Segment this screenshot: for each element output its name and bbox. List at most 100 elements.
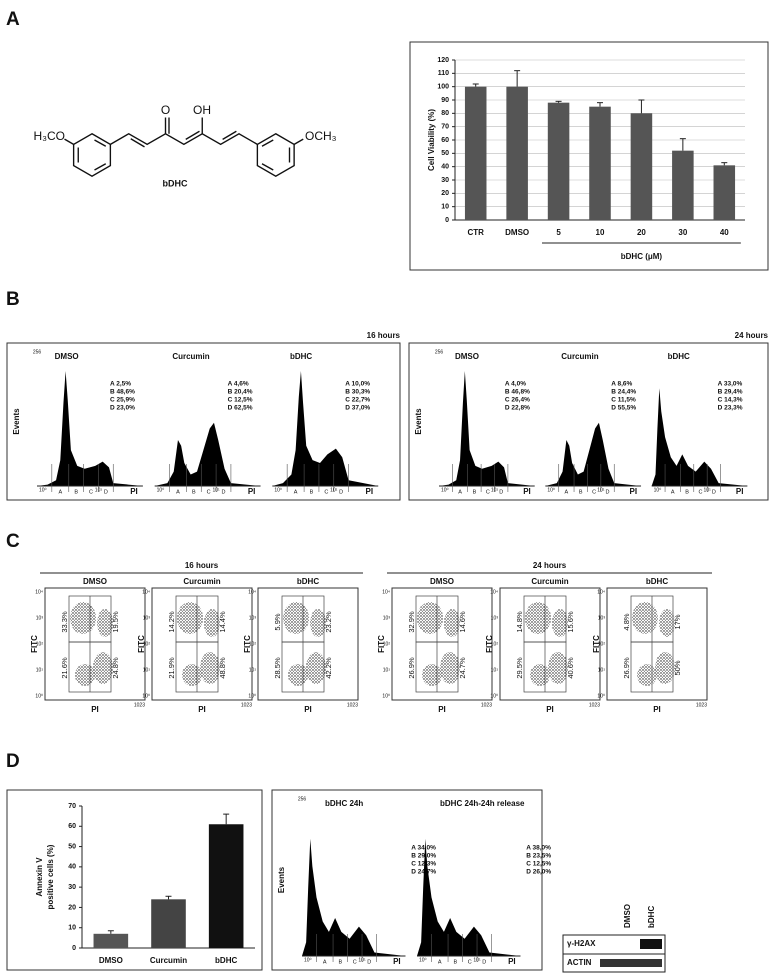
x-tick-label: Curcumin	[150, 956, 187, 965]
cell-cloud	[422, 664, 442, 686]
gate-label: D	[499, 489, 503, 495]
y-tick-label: 20	[68, 904, 76, 911]
gate-stat: C 12,3%	[411, 861, 436, 868]
sample-name: bDHC 24h-24h release	[440, 799, 525, 808]
y-tick-label: 10⁰	[35, 693, 43, 699]
gate-label: D	[482, 959, 486, 965]
gate-stat: A 4,6%	[228, 381, 249, 388]
quadrant-percent: 21.6%	[60, 657, 69, 679]
y-tick-label: 10²	[383, 641, 391, 647]
gate-label: B	[338, 959, 342, 965]
y-tick-label: 90	[441, 97, 449, 104]
quadrant-percent: 23.2%	[324, 611, 333, 633]
gate-stat: A 38,0%	[526, 845, 551, 852]
x-axis-label: PI	[653, 705, 661, 714]
x-tick-label: 10⁰	[39, 487, 47, 493]
y-axis-label: Cell Viability (%)	[427, 109, 436, 171]
error-bar	[514, 70, 521, 87]
cell-cloud	[548, 652, 568, 684]
x-axis-label: PI	[438, 705, 446, 714]
quadrant-percent: 32.9%	[407, 611, 416, 633]
bar	[93, 933, 129, 948]
y-tick-label: 30	[68, 884, 76, 891]
histogram-frame	[408, 342, 769, 501]
x-axis-label: PI	[366, 487, 374, 496]
bar	[151, 899, 186, 948]
x-axis-label: PI	[304, 705, 312, 714]
y-tick-label: 10⁴	[248, 589, 256, 595]
y-tick-label: 10⁰	[248, 693, 256, 699]
cell-cloud	[204, 609, 220, 637]
dot-plot-frame	[151, 587, 253, 701]
cell-cloud	[200, 652, 220, 684]
gate-label: C	[592, 489, 596, 495]
y-max-label: 256	[33, 349, 42, 355]
bar	[630, 113, 653, 220]
methoxy-left: H₃CO	[33, 129, 65, 143]
gate-stat: C 11,5%	[611, 397, 636, 404]
cell-cloud	[288, 664, 308, 686]
gate-label: A	[323, 959, 327, 965]
y-tick-label: 50	[68, 843, 76, 850]
x-tick-label: 10¹	[358, 957, 366, 963]
cell-cloud	[70, 602, 96, 634]
gate-label: B	[74, 489, 78, 495]
quadrant-percent: 26.9%	[622, 657, 631, 679]
y-axis-label: Events	[414, 408, 423, 435]
x-tick-label: 10¹	[330, 487, 338, 493]
x-axis-label: PI	[248, 487, 256, 496]
y-tick-label: 10²	[598, 641, 606, 647]
panel-label: A	[6, 9, 20, 30]
y-tick-label: 10²	[143, 641, 151, 647]
quadrant-percent: 15.6%	[566, 611, 575, 633]
quadrant-percent: 14.4%	[218, 611, 227, 633]
quadrant-percent: 14.6%	[458, 611, 467, 633]
gate-label: B	[473, 489, 477, 495]
y-axis-label: FITC	[243, 635, 252, 653]
gate-stat: B 24,4%	[611, 389, 636, 396]
x-tick-label: 10¹	[597, 487, 605, 493]
enol-hydroxyl: OH	[193, 103, 211, 117]
gate-stat: C 12,5%	[526, 861, 551, 868]
y-axis-label: Events	[277, 866, 286, 893]
cell-cloud	[440, 652, 460, 684]
gate-stat: B 20,4%	[228, 389, 253, 396]
gate-stat: D 26,0%	[526, 869, 551, 876]
y-tick-label: 10³	[491, 615, 499, 621]
y-tick-label: 40	[441, 164, 449, 171]
gate-stat: B 30,3%	[345, 389, 370, 396]
gate-stat: D 62,5%	[228, 405, 253, 412]
y-max-label: 256	[435, 349, 444, 355]
y-tick-label: 0	[72, 945, 76, 952]
y-tick-label: 70	[68, 803, 76, 810]
gate-stat: D 37,0%	[345, 405, 370, 412]
y-tick-label: 110	[438, 70, 449, 77]
sample-name: Curcumin	[531, 577, 568, 586]
cell-cloud	[97, 609, 113, 637]
gate-stat: D 24,7%	[411, 869, 436, 876]
gate-label: C	[468, 959, 472, 965]
gate-stat: D 23,3%	[718, 405, 743, 412]
gate-stat: A 2,5%	[110, 381, 131, 388]
x-tick-label: 10⁰	[419, 957, 427, 963]
lane-label: DMSO	[623, 904, 632, 928]
dot-plot-frame	[499, 587, 601, 701]
lane-label: bDHC	[647, 906, 656, 928]
gate-stat: C 14,3%	[718, 397, 743, 404]
gate-label: D	[712, 489, 716, 495]
methoxy-right: OCH₃	[305, 129, 337, 143]
gate-stat: B 29,0%	[411, 853, 436, 860]
gate-stat: C 25,9%	[110, 397, 135, 404]
x-tick-label: DMSO	[505, 228, 529, 237]
y-tick-label: 10⁰	[490, 693, 498, 699]
cell-cloud	[530, 664, 550, 686]
cell-cloud	[93, 652, 113, 684]
y-tick-label: 10²	[36, 641, 44, 647]
gate-label: C	[698, 489, 702, 495]
quadrant-percent: 24.7%	[458, 657, 467, 679]
gate-label: C	[486, 489, 490, 495]
quadrant-percent: 29.5%	[515, 657, 524, 679]
y-tick-label: 60	[68, 823, 76, 830]
gate-label: A	[58, 489, 62, 495]
